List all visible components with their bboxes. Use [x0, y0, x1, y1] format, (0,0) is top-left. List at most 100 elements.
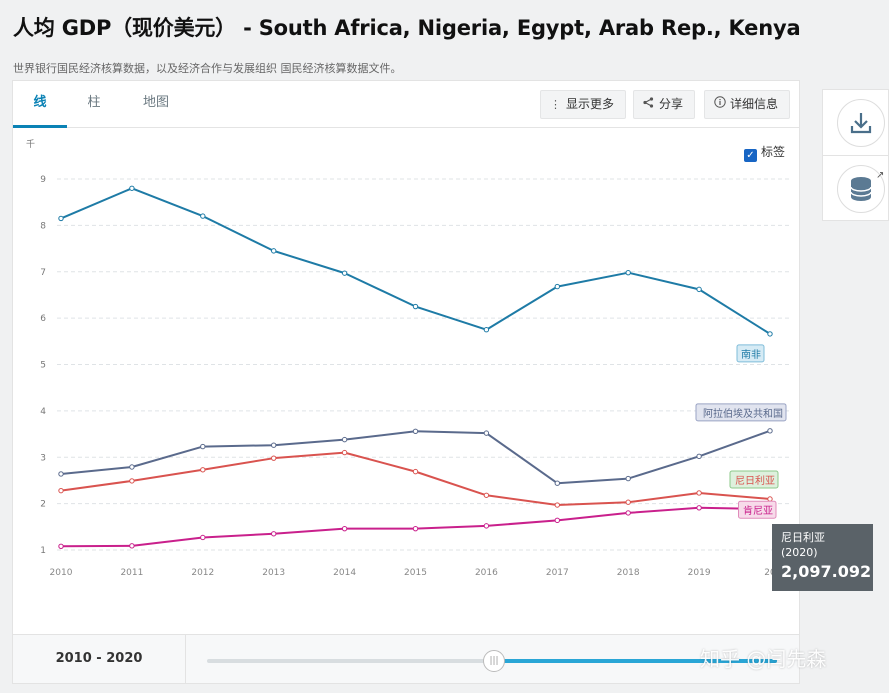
external-link-icon: ↗ [876, 170, 885, 181]
x-tick-label: 2013 [262, 568, 285, 578]
line-chart: 千 1 2 3 4 5 6 7 8 9 2010 2011 2012 2013 2014 2015 2016 20… [26, 139, 791, 578]
x-tick-label: 2018 [617, 568, 640, 578]
data-point [271, 248, 277, 254]
data-point [767, 428, 773, 434]
data-point [58, 543, 64, 549]
x-tick-label: 2014 [333, 568, 356, 578]
series-label-box [736, 344, 765, 363]
side-actions: ↗ [822, 89, 889, 221]
data-point [58, 471, 64, 477]
y-tick-label: 7 [40, 268, 46, 278]
data-point [271, 531, 277, 537]
y-tick-label: 5 [40, 361, 46, 371]
series-name-label: 阿拉伯埃及共和国 [703, 407, 783, 420]
side-divider [823, 155, 889, 156]
show-more-button[interactable]: ⋮ 显示更多 [540, 90, 626, 119]
data-point [200, 467, 206, 473]
data-point [412, 525, 419, 532]
info-icon [713, 91, 726, 118]
y-tick-label: 4 [40, 407, 46, 417]
range-footer: 2010 - 2020 ||| [12, 634, 800, 684]
data-point [625, 510, 631, 516]
data-point [696, 286, 702, 293]
more-vertical-icon: ⋮ [550, 98, 561, 111]
share-button[interactable]: 分享 [633, 90, 695, 119]
data-point [625, 499, 631, 505]
data-point [341, 525, 348, 532]
data-point [341, 449, 348, 456]
y-axis-unit-label: 千 [26, 139, 35, 150]
y-tick-label: 3 [40, 453, 46, 463]
data-point [696, 505, 702, 511]
data-point [625, 475, 631, 482]
tab-line[interactable]: 线 [13, 81, 67, 128]
data-point [554, 517, 560, 524]
chart-panel: 线 柱 地图 ⋮ 显示更多 分享 详细信息 ✓ 标签 千 1 2 3 4 5 6 7 8 9 2010 2… [12, 80, 800, 684]
data-point [129, 543, 135, 549]
tab-map[interactable]: 地图 [142, 95, 169, 110]
x-tick-label: 2015 [404, 568, 427, 578]
data-point [271, 455, 277, 461]
y-tick-label: 9 [40, 175, 46, 185]
series-line [60, 187, 771, 335]
watermark: 知乎 @闫先森 [700, 647, 827, 671]
data-point [341, 270, 348, 276]
data-point [412, 468, 419, 475]
year-range-label: 2010 - 2020 [13, 635, 186, 683]
share-label: 分享 [659, 97, 684, 111]
share-icon [642, 91, 655, 118]
data-point [129, 185, 135, 191]
page-subtitle: 世界银行国民经济核算数据，以及经济合作与发展组织 国民经济核算数据文件。 [13, 62, 402, 75]
data-point [696, 490, 702, 496]
series-label-box [695, 403, 787, 422]
download-icon [850, 113, 872, 134]
tab-bar[interactable]: 柱 [87, 95, 101, 110]
data-point [341, 436, 348, 443]
labels-toggle[interactable]: ✓ 标签 [744, 143, 785, 162]
chart-tabs: 线 柱 地图 ⋮ 显示更多 分享 详细信息 [13, 81, 799, 128]
y-tick-label: 6 [40, 314, 46, 324]
data-point [129, 478, 135, 484]
y-tick-label: 1 [40, 546, 46, 556]
database-icon [850, 177, 872, 201]
download-button[interactable] [837, 99, 885, 147]
range-slider-fill [493, 659, 777, 663]
show-more-label: 显示更多 [566, 97, 615, 111]
x-tick-label: 2010 [50, 568, 73, 578]
data-point [767, 496, 773, 502]
data-point [200, 213, 206, 219]
details-button[interactable]: 详细信息 [704, 90, 790, 119]
tooltip-year: (2020) [781, 546, 818, 559]
data-point [58, 487, 64, 494]
data-point [767, 331, 773, 337]
series-name-label: 肯尼亚 [743, 504, 773, 517]
x-tick-label: 2012 [191, 568, 214, 578]
x-tick-label: 2011 [120, 568, 143, 578]
tooltip-value: 2,097.092 [781, 562, 872, 581]
data-point [412, 428, 419, 434]
databank-button[interactable] [837, 165, 885, 213]
data-point [58, 215, 64, 222]
range-slider-handle[interactable]: ||| [483, 650, 505, 672]
data-point [200, 443, 206, 450]
x-tick-label: 2017 [546, 568, 569, 578]
series-name-label: 南非 [741, 348, 761, 361]
series-label-box [729, 470, 779, 489]
details-label: 详细信息 [730, 97, 779, 111]
data-point [129, 464, 135, 470]
data-point [483, 492, 490, 498]
series-name-label: 尼日利亚 [735, 475, 775, 487]
series-line [60, 451, 771, 507]
data-point [625, 269, 631, 276]
data-point [554, 502, 560, 508]
x-tick-label: 2019 [688, 568, 711, 578]
checkbox-checked-icon[interactable]: ✓ [744, 149, 757, 162]
data-point [412, 303, 419, 310]
data-point [696, 453, 702, 460]
data-point [483, 430, 490, 436]
y-tick-label: 8 [40, 221, 46, 231]
y-tick-label: 2 [40, 500, 46, 510]
data-point [483, 523, 490, 529]
chart-tooltip: 尼日利亚 (2020) 2,097.092 [772, 524, 873, 591]
x-tick-label: 2016 [475, 568, 498, 578]
